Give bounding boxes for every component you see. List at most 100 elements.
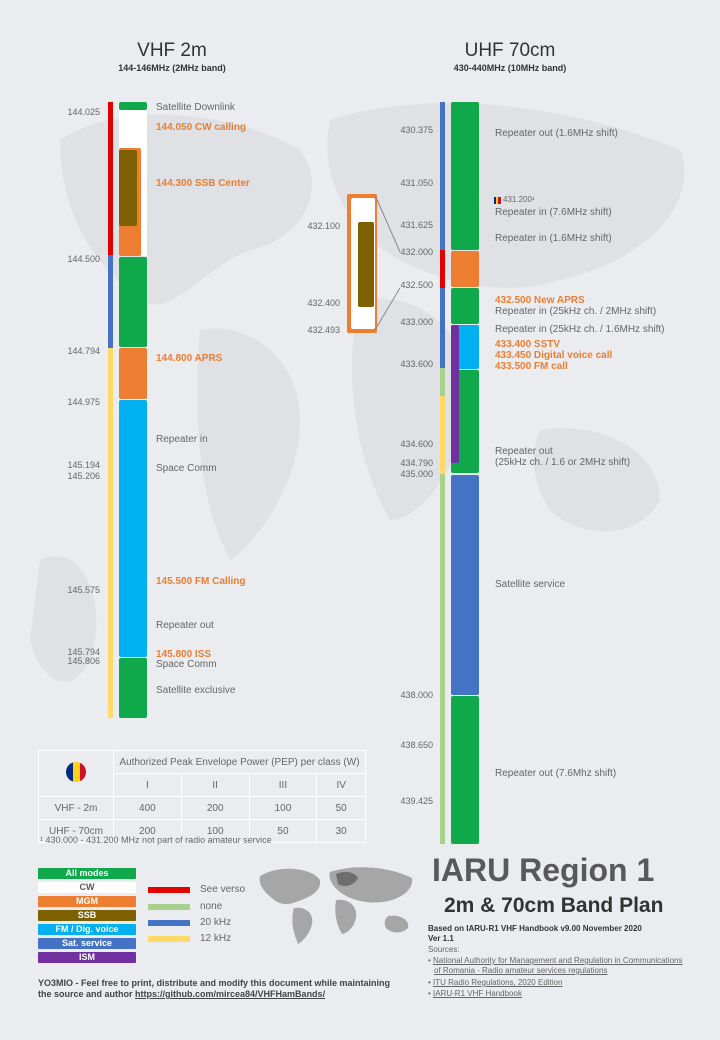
romania-flag-cell	[38, 750, 114, 797]
uhf-repeater-bar	[451, 102, 479, 250]
vhf-line-see-verso	[108, 102, 113, 255]
uhf-repeater-out-76-bar	[451, 696, 479, 844]
pep-value: 50	[316, 796, 366, 820]
pep-class: III	[248, 773, 318, 797]
uhf-freq: 432.000	[400, 247, 433, 257]
legend-all-modes: All modes	[38, 868, 136, 879]
vhf-fm-bar	[119, 400, 147, 657]
uhf-line-20khz-2	[440, 288, 445, 368]
uhf-freq: 434.790	[400, 458, 433, 468]
vhf-label-fm-calling: 145.500 FM Calling	[156, 576, 246, 587]
legend-ssb: SSB	[38, 910, 136, 921]
uhf-freq: 430.375	[400, 125, 433, 135]
source-1-line-a[interactable]: National Authority for Management and Re…	[433, 956, 683, 965]
legend-sat-service: Sat. service	[38, 938, 136, 949]
pep-class: I	[113, 773, 182, 797]
legend-fm-dig-voice: FM / Dig. voice	[38, 924, 136, 935]
source-1[interactable]: • National Authority for Management and …	[428, 956, 683, 965]
vhf-label-repeater-in: Repeater in	[156, 434, 208, 445]
pep-band: VHF - 2m	[38, 796, 114, 820]
legend-ism: ISM	[38, 952, 136, 963]
uhf-label-repeater-in-76: Repeater in (7.6MHz shift)	[495, 207, 612, 218]
license-link[interactable]: https://github.com/mircea84/VHFHamBands/	[135, 989, 326, 999]
vhf-title: VHF 2m	[137, 40, 207, 61]
main-title: IARU Region 1	[432, 852, 655, 888]
uhf-label-sstv: 433.400 SSTV	[495, 339, 561, 350]
uhf-sat-service-bar	[451, 475, 479, 695]
uhf-label-repeater-in-25-2: Repeater in (25kHz ch. / 2MHz shift)	[495, 306, 657, 317]
pep-value: 200	[113, 819, 182, 843]
uhf-title: UHF 70cm	[464, 40, 556, 61]
romania-flag-icon	[66, 762, 86, 782]
pep-table: Authorized Peak Envelope Power (PEP) per…	[38, 750, 366, 843]
vhf-label-sat-exclusive: Satellite exclusive	[156, 685, 236, 696]
legend-line-12khz	[148, 936, 190, 942]
uhf-zoom-ssb	[358, 222, 374, 307]
license-text: the source and author	[38, 989, 133, 999]
vhf-sat-downlink-bar	[119, 102, 147, 110]
legend-line-none	[148, 904, 190, 910]
vhf-label-ssb-center: 144.300 SSB Center	[156, 178, 250, 189]
vhf-label-aprs: 144.800 APRS	[156, 353, 223, 364]
uhf-label-digital-voice-call: 433.450 Digital voice call	[495, 350, 613, 361]
uhf-freq: 438.000	[400, 690, 433, 700]
uhf-freq: 431.625	[400, 220, 433, 230]
main-subtitle: 2m & 70cm Band Plan	[444, 894, 664, 917]
source-2[interactable]: • ITU Radio Regulations, 2020 Edition	[428, 978, 563, 987]
vhf-line-20khz	[108, 255, 113, 348]
uhf-label-fm-call: 433.500 FM call	[495, 361, 568, 372]
sources-label: Sources:	[428, 945, 460, 954]
vhf-aprs-bar	[119, 348, 147, 399]
source-3-text[interactable]: IARU-R1 VHF Handbook	[433, 989, 522, 998]
romania-flag-icon	[494, 197, 501, 204]
uhf-label-sat-service: Satellite service	[495, 579, 566, 590]
license-line-2: the source and author https://github.com…	[38, 989, 325, 999]
vhf-freq: 145.206	[67, 471, 100, 481]
uhf-label-new-aprs: 432.500 New APRS	[495, 295, 585, 306]
pep-value: 200	[180, 796, 250, 820]
uhf-zoom-freq: 432.400	[307, 298, 340, 308]
uhf-freq: 435.000	[400, 469, 433, 479]
uhf-zoom-freq: 432.100	[307, 221, 340, 231]
uhf-ism-bar	[451, 325, 459, 463]
based-on: Based on IARU-R1 VHF Handbook v9.00 Nove…	[428, 924, 642, 933]
source-2-text[interactable]: ITU Radio Regulations, 2020 Edition	[433, 978, 563, 987]
uhf-freq: 433.000	[400, 317, 433, 327]
pep-header: Authorized Peak Envelope Power (PEP) per…	[113, 750, 366, 774]
uhf-line-see-verso	[440, 250, 445, 288]
uhf-zoom-freq: 432.493	[307, 325, 340, 335]
vhf-freq: 145.575	[67, 585, 100, 595]
vhf-freq: 144.975	[67, 397, 100, 407]
vhf-freq: 144.794	[67, 346, 100, 356]
uhf-label-repeater-in-16: Repeater in (1.6MHz shift)	[495, 233, 612, 244]
source-1-line-b[interactable]: of Romania - Radio amateur services regu…	[434, 966, 607, 976]
vhf-freq: 145.194	[67, 460, 100, 470]
uhf-line-20khz	[440, 102, 445, 250]
vhf-label-iss: 145.800 ISS	[156, 649, 212, 660]
uhf-zoom-connector	[374, 194, 401, 331]
uhf-label-repeater-out-25-shift: (25kHz ch. / 1.6 or 2MHz shift)	[495, 457, 631, 468]
vhf-freq: 144.500	[67, 254, 100, 264]
uhf-freq: 438.650	[400, 740, 433, 750]
source-1-line-b-text[interactable]: of Romania - Radio amateur services regu…	[434, 966, 608, 975]
source-3[interactable]: • IARU-R1 VHF Handbook	[428, 989, 522, 998]
uhf-label-repeater-out-76: Repeater out (7.6Mhz shift)	[495, 768, 617, 779]
uhf-line-none	[440, 368, 445, 396]
uhf-freq: 434.600	[400, 439, 433, 449]
uhf-freq: 432.500	[400, 280, 433, 290]
uhf-freq: 433.600	[400, 359, 433, 369]
legend-label-12khz: 12 kHz	[200, 933, 232, 944]
version: Ver 1.1	[428, 934, 454, 943]
pep-value: 100	[248, 796, 318, 820]
pep-value: 50	[248, 819, 318, 843]
pep-footnote: ¹ 430.000 - 431.200 MHz not part of radi…	[40, 835, 272, 845]
pep-value: 30	[316, 819, 366, 843]
vhf-label-sat-downlink: Satellite Downlink	[156, 102, 235, 113]
pep-band: UHF - 70cm	[38, 819, 114, 843]
pep-value: 100	[180, 819, 250, 843]
uhf-freq: 431.050	[400, 178, 433, 188]
legend-label-20khz: 20 kHz	[200, 917, 232, 928]
vhf-ssb-bar	[119, 150, 137, 226]
uhf-label-repeater-out-25: Repeater out	[495, 446, 553, 457]
vhf-freq: 145.806	[67, 656, 100, 666]
